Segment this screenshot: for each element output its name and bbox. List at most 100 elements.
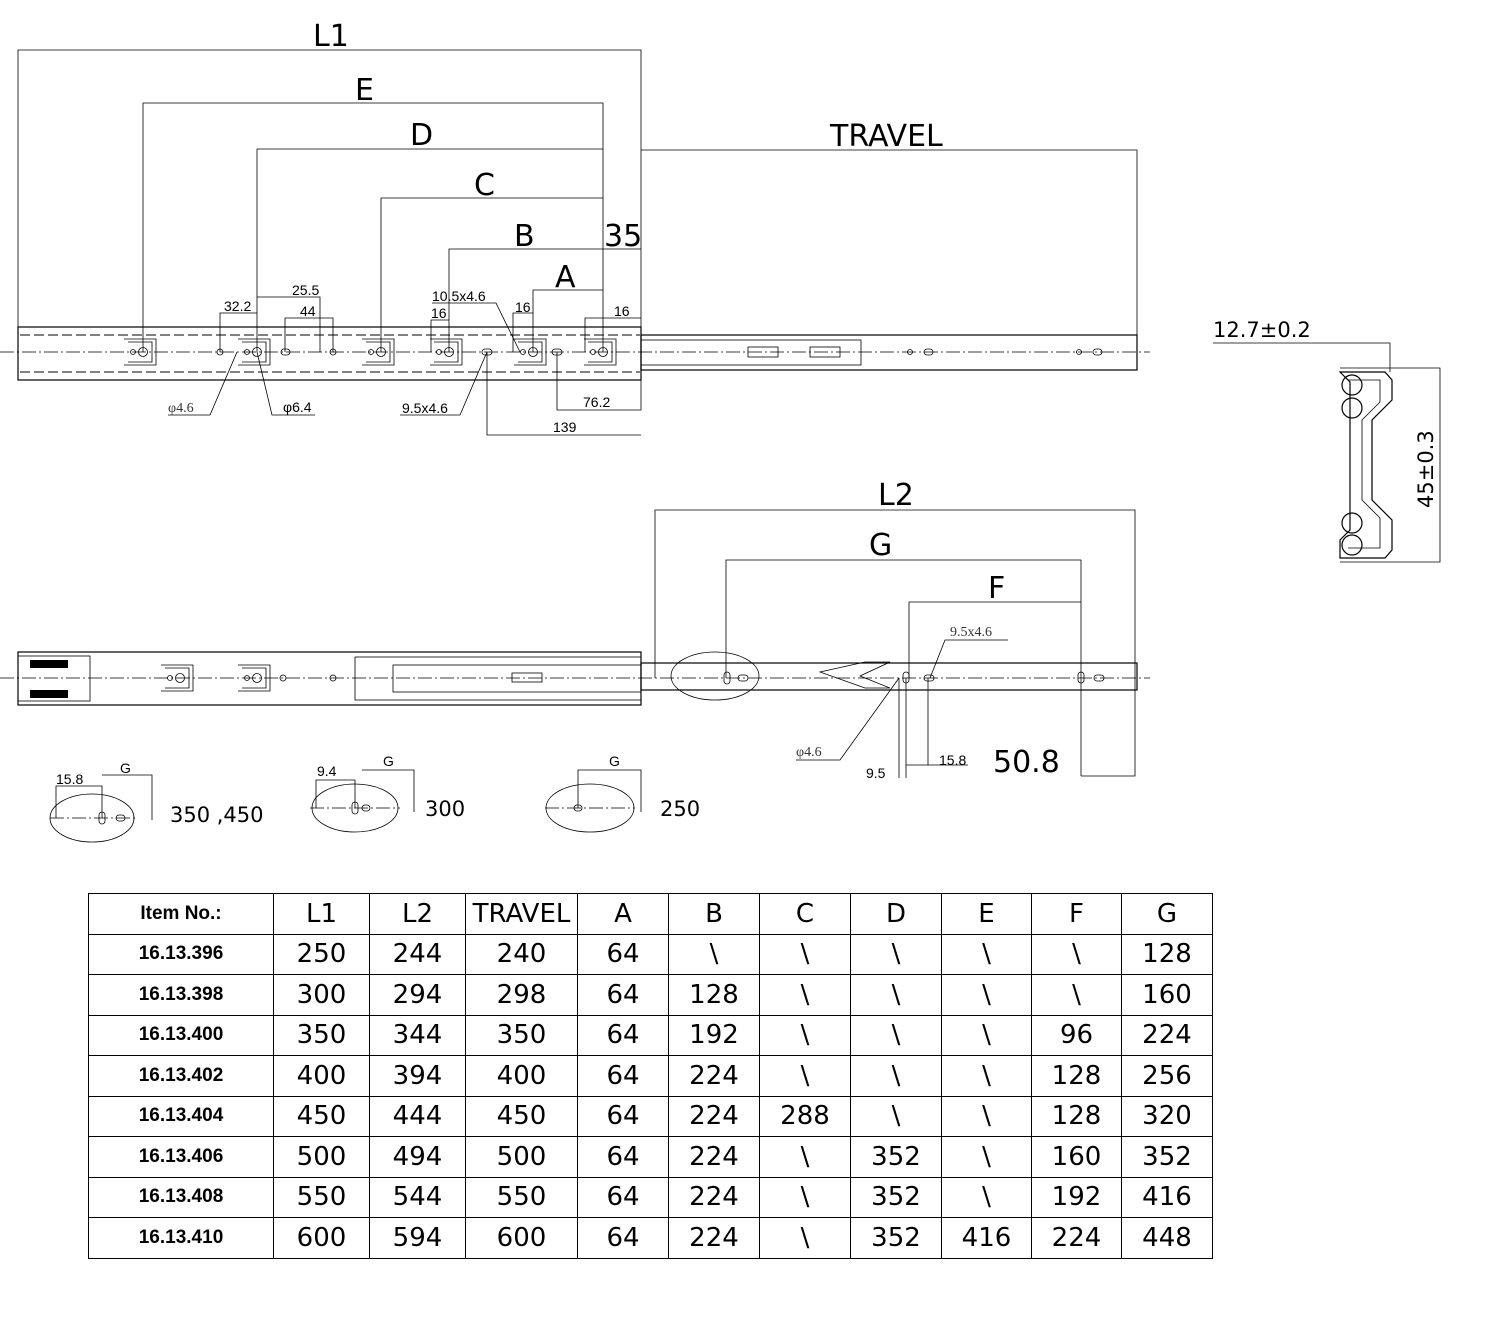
table-cell: \ — [941, 1095, 1032, 1137]
mounting-hole — [590, 349, 596, 355]
mounting-bracket — [238, 338, 271, 366]
mounting-hole — [368, 349, 374, 355]
table-cell: \ — [941, 933, 1032, 975]
table-row: 16.13.400 350 344 350 64 192 \ \ \ 96 224 — [88, 1014, 1213, 1056]
table-header-cell: L1 — [273, 893, 370, 935]
dim-76-2: 76.2 — [583, 394, 610, 410]
table-cell: 16.13.408 — [88, 1176, 274, 1218]
table-cell: 128 — [1031, 1055, 1122, 1097]
top-slide-view: L1 E D TRAVEL C B 35 A 32.2 25.5 44 10.5… — [0, 19, 1150, 436]
table-cell: 294 — [369, 974, 466, 1016]
table-cell: 96 — [1031, 1014, 1122, 1056]
table-cell: 192 — [668, 1014, 760, 1056]
table-cell: 350 — [273, 1014, 370, 1056]
profile-section: 12.7±0.2 45±0.3 — [1213, 318, 1441, 563]
table-header-row: Item No.: L1 L2 TRAVEL A B C D E F G — [88, 893, 1213, 935]
mounting-hole — [130, 349, 136, 355]
table-cell: \ — [941, 1055, 1032, 1097]
table-cell: 400 — [465, 1055, 578, 1097]
table-cell: 352 — [850, 1176, 942, 1218]
table-cell: 128 — [668, 974, 760, 1016]
dim-F: F — [988, 571, 1005, 606]
table-cell: 64 — [577, 974, 669, 1016]
table-cell: \ — [759, 933, 851, 975]
table-cell: 288 — [759, 1095, 851, 1137]
table-cell: 416 — [1121, 1176, 1213, 1218]
dim-139: 139 — [553, 419, 577, 435]
dim-25-5: 25.5 — [292, 282, 319, 298]
table-header-cell: TRAVEL — [465, 893, 578, 935]
mounting-hole — [175, 673, 185, 683]
table-row: 16.13.408 550 544 550 64 224 \ 352 \ 192 416 — [88, 1176, 1213, 1218]
mounting-bracket — [238, 664, 271, 692]
table-cell: 344 — [369, 1014, 466, 1056]
table-header-cell: Item No.: — [88, 893, 274, 935]
table-cell: 224 — [668, 1217, 760, 1259]
table-header-cell: D — [850, 893, 942, 935]
mounting-bracket — [161, 664, 194, 692]
table-cell: \ — [759, 974, 851, 1016]
detail-label-350-450: 350 ,450 — [170, 803, 264, 827]
table-cell: \ — [1031, 933, 1122, 975]
table-cell: 494 — [369, 1136, 466, 1178]
table-cell: \ — [1031, 974, 1122, 1016]
table-cell: 128 — [1031, 1095, 1122, 1137]
table-cell: 450 — [273, 1095, 370, 1137]
table-cell: 600 — [465, 1217, 578, 1259]
table-cell: 224 — [668, 1055, 760, 1097]
table-row: 16.13.398 300 294 298 64 128 \ \ \ \ 160 — [88, 974, 1213, 1016]
dim-44: 44 — [300, 303, 316, 319]
table-cell: 240 — [465, 933, 578, 975]
table-cell: 16.13.398 — [88, 974, 274, 1016]
table-cell: 550 — [273, 1176, 370, 1218]
table-cell: \ — [941, 1176, 1032, 1218]
table-cell: 298 — [465, 974, 578, 1016]
dim-phi-4-6: φ4.6 — [168, 401, 194, 416]
table-cell: 320 — [1121, 1095, 1213, 1137]
table-row: 16.13.406 500 494 500 64 224 \ 352 \ 160 352 — [88, 1136, 1213, 1178]
detail-g-2: G — [383, 753, 394, 769]
table-cell: 64 — [577, 1014, 669, 1056]
table-cell: 160 — [1031, 1136, 1122, 1178]
dim-L1: L1 — [313, 19, 349, 54]
table-cell: 128 — [1121, 933, 1213, 975]
table-cell: \ — [668, 933, 760, 975]
table-header-cell: C — [759, 893, 851, 935]
table-cell: \ — [850, 974, 942, 1016]
mounting-hole — [436, 349, 442, 355]
dim-50-8: 50.8 — [993, 745, 1060, 780]
table-cell: 16.13.404 — [88, 1095, 274, 1137]
dim-16-b: 16 — [515, 299, 531, 315]
dim-slot-10-5: 10.5x4.6 — [432, 288, 486, 304]
dim-C: C — [474, 168, 495, 203]
mounting-hole — [244, 349, 250, 355]
table-cell: 594 — [369, 1217, 466, 1259]
mounting-bracket — [124, 338, 157, 366]
table-cell: 16.13.406 — [88, 1136, 274, 1178]
table-header-cell: A — [577, 893, 669, 935]
dim-G: G — [869, 528, 892, 563]
dim-phi-4-6-bottom: φ4.6 — [796, 745, 822, 760]
table-cell: \ — [759, 1176, 851, 1218]
table-cell: 250 — [273, 933, 370, 975]
bottom-slide-view: L2 G F 9.5x4.6 φ4.6 9.5 15.8 50.8 — [0, 478, 1150, 781]
table-cell: \ — [850, 1055, 942, 1097]
detail-offset-9-4: 9.4 — [317, 763, 337, 779]
dim-15-8: 15.8 — [939, 752, 966, 768]
mounting-bracket — [514, 338, 547, 366]
dim-A: A — [555, 260, 576, 295]
dim-35: 35 — [604, 219, 642, 254]
table-cell: \ — [941, 1014, 1032, 1056]
mounting-hole — [520, 349, 526, 355]
table-cell: 224 — [668, 1095, 760, 1137]
table-cell: 444 — [369, 1095, 466, 1137]
table-cell: 352 — [1121, 1136, 1213, 1178]
table-cell: 400 — [273, 1055, 370, 1097]
table-row: 16.13.402 400 394 400 64 224 \ \ \ 128 256 — [88, 1055, 1213, 1097]
table-cell: 16.13.410 — [88, 1217, 274, 1259]
table-cell: \ — [850, 933, 942, 975]
detail-250: G 250 — [545, 753, 700, 833]
detail-300: 9.4 G 250 300 — [310, 753, 465, 833]
table-header-cell: G — [1121, 893, 1213, 935]
table-cell: \ — [850, 1095, 942, 1137]
